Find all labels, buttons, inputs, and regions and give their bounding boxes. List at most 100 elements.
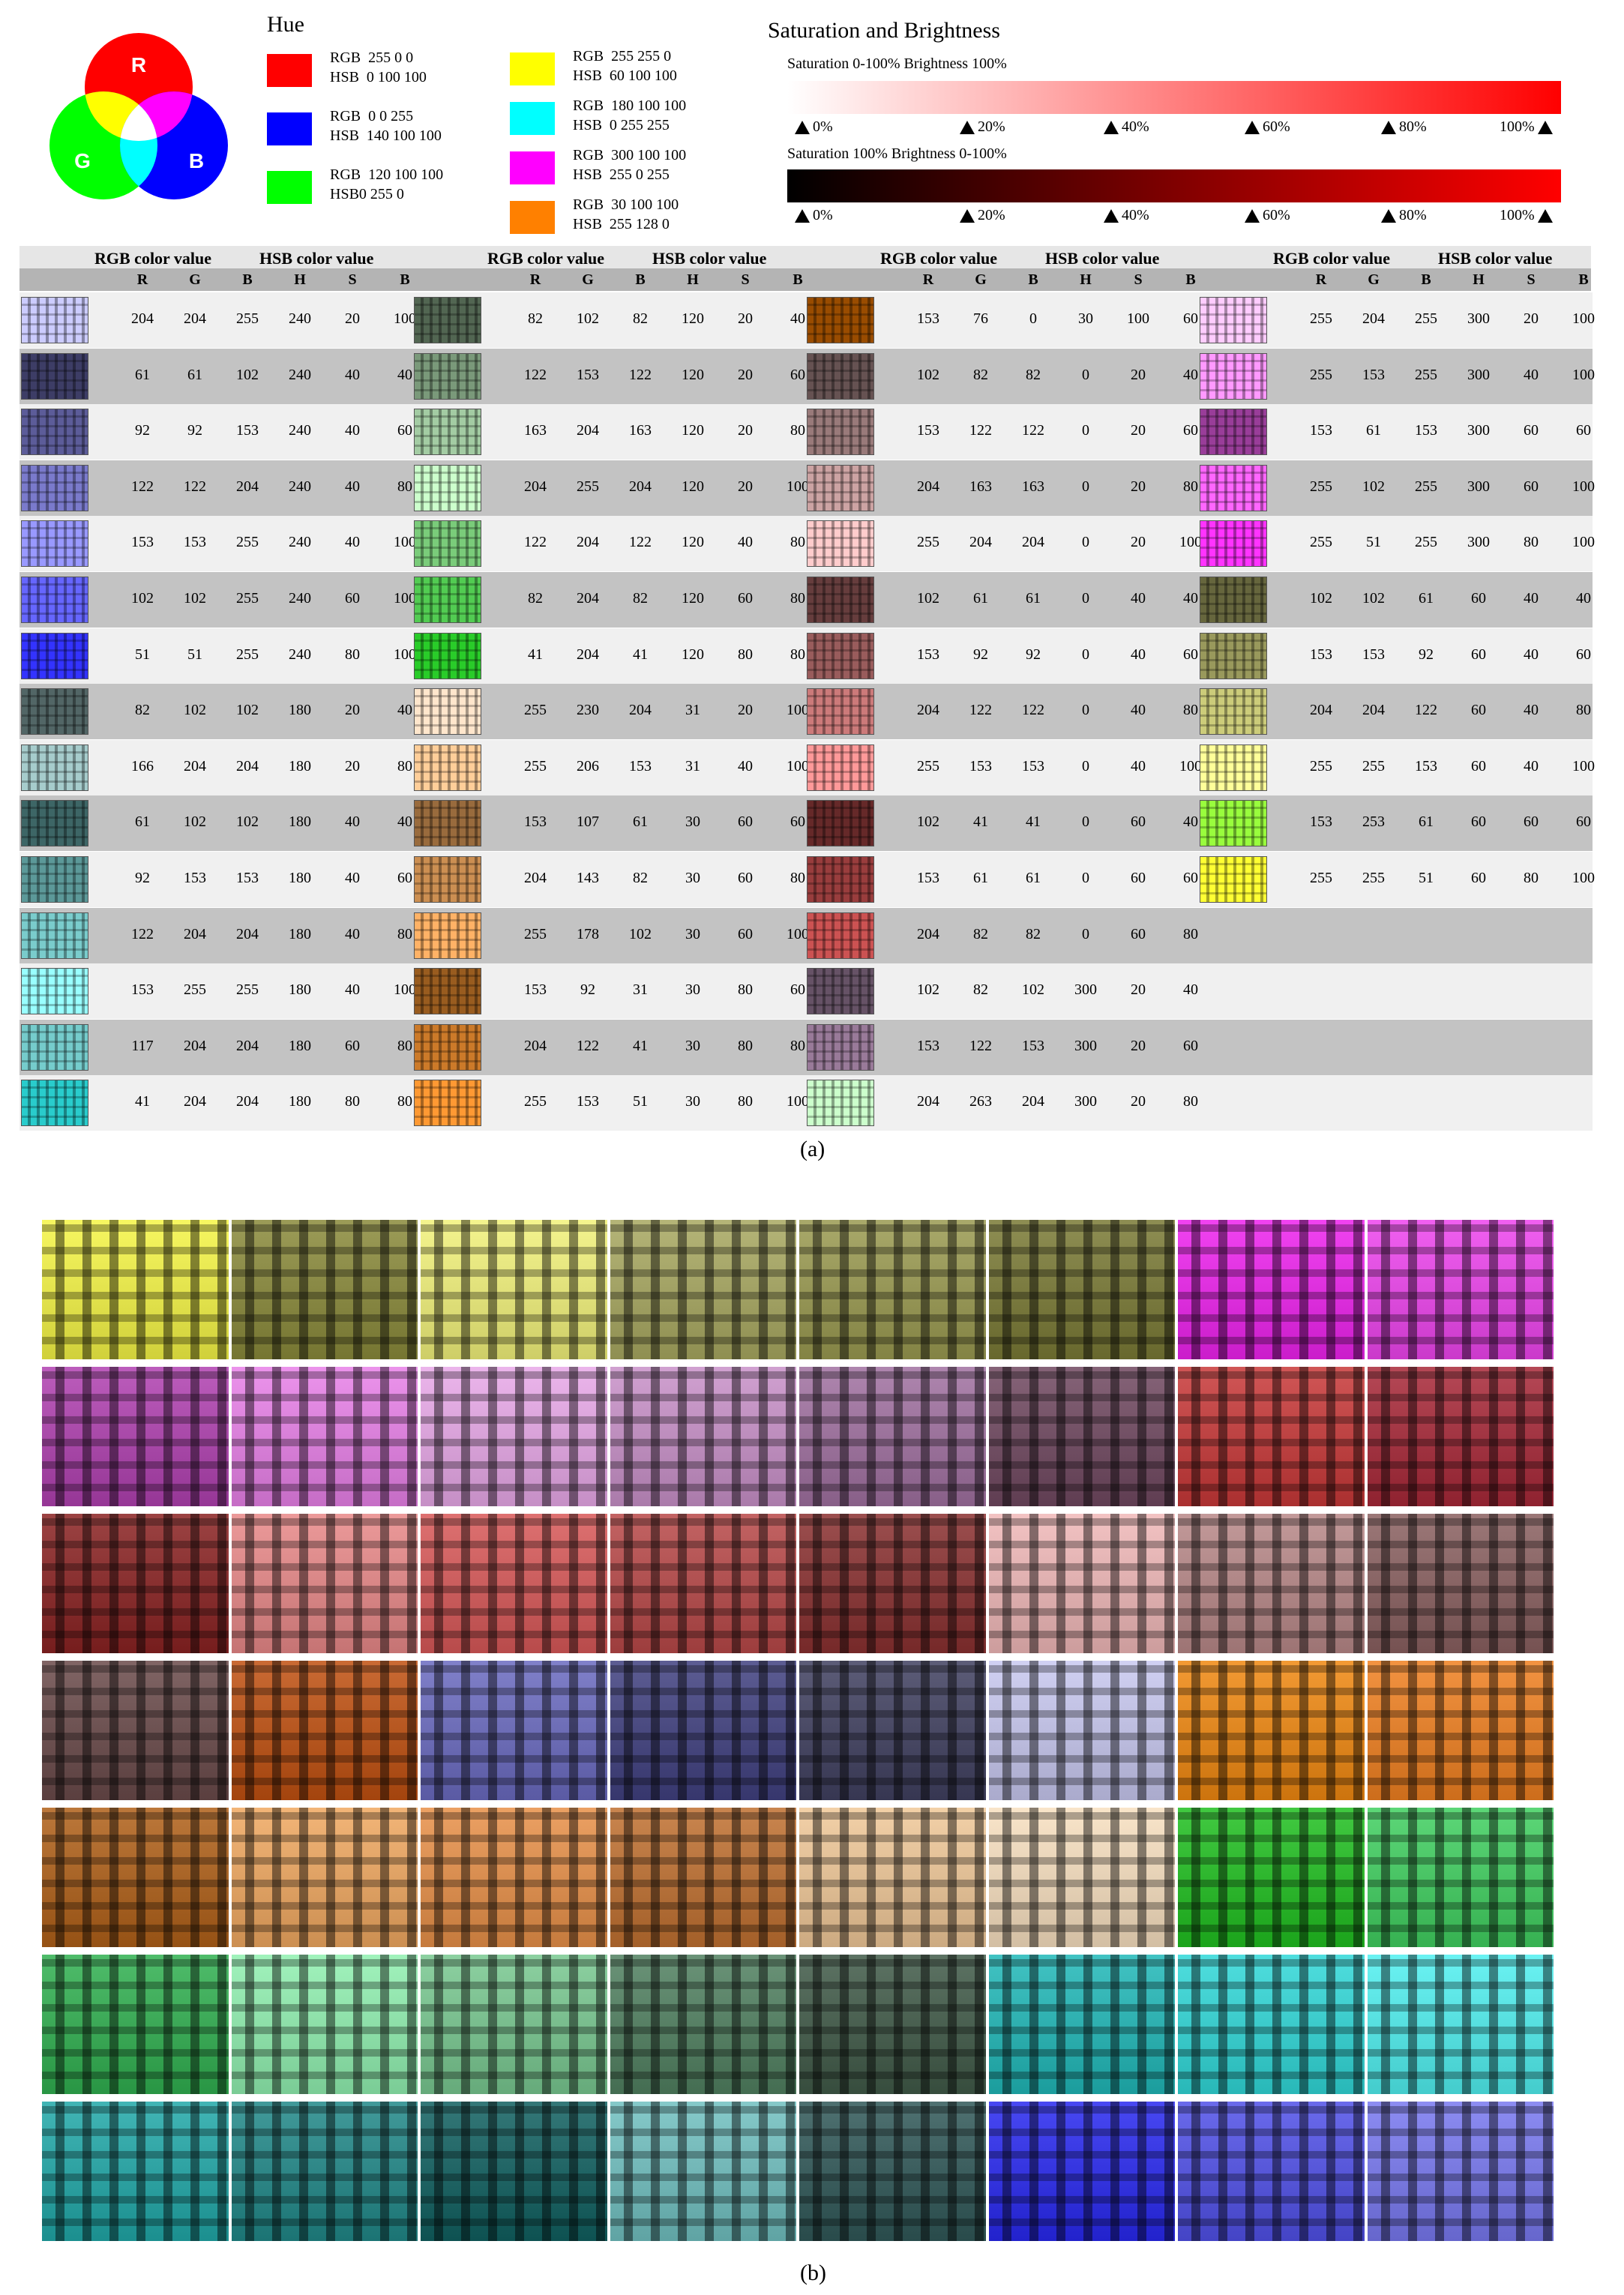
cell-value: 117 [131, 1037, 154, 1054]
cell-value: 240 [289, 478, 311, 495]
building-tile [42, 2102, 229, 2241]
cell-value: 30 [1078, 310, 1093, 327]
cell-value: 80 [1524, 534, 1539, 551]
building-tile [421, 1514, 607, 1653]
cell-value: 60 [397, 870, 412, 886]
column-label: R [529, 271, 541, 288]
building-tile [988, 1808, 1175, 1947]
column-label: B [635, 271, 646, 288]
cell-value: 20 [1524, 310, 1539, 327]
cell-value: 204 [577, 646, 599, 663]
cell-value: 51 [1366, 534, 1381, 551]
cell-value: 180 [289, 757, 311, 774]
building-tile [799, 1661, 986, 1800]
cell-value: 255 [524, 757, 547, 774]
color-sample-thumbnail [1200, 744, 1267, 791]
tick-label: 40% [1104, 118, 1149, 136]
brightness-gradient-bar [787, 169, 1561, 202]
building-tile [231, 1955, 418, 2094]
cell-value: 40 [1131, 590, 1146, 607]
tick-label: 20% [960, 118, 1005, 136]
tick-marker [795, 121, 810, 135]
cell-value: 0 [1082, 925, 1089, 942]
color-sample-thumbnail [807, 688, 874, 736]
building-tile [1367, 1220, 1554, 1359]
cell-value: 153 [969, 757, 992, 774]
building-tile [1178, 1220, 1365, 1359]
cell-value: 60 [790, 813, 805, 831]
cell-value: 80 [790, 422, 805, 439]
cell-value: 80 [397, 757, 412, 774]
cell-value: 41 [633, 1037, 648, 1054]
building-tile [421, 2102, 607, 2241]
cell-value: 102 [917, 366, 939, 383]
cell-value: 153 [236, 422, 259, 439]
building-tile [42, 1955, 229, 2094]
hue-item-label: RGB 300 100 100 HSB 255 0 255 [573, 147, 687, 183]
cell-value: 20 [738, 366, 753, 383]
cell-value: 153 [1415, 422, 1437, 439]
tick-marker [1381, 121, 1396, 135]
building-tile [610, 1661, 796, 1800]
building-tile [42, 1661, 229, 1800]
color-sample-thumbnail [21, 1023, 88, 1071]
cell-value: 41 [973, 813, 988, 831]
building-tile [610, 1220, 796, 1359]
cell-value: 51 [1419, 870, 1434, 886]
cell-value: 40 [738, 757, 753, 774]
cell-value: 60 [345, 590, 360, 607]
hue-item-label: RGB 180 100 100 HSB 0 255 255 [573, 97, 687, 133]
cell-value: 204 [236, 757, 259, 774]
cell-value: 153 [131, 981, 154, 999]
cell-value: 153 [184, 534, 206, 551]
building-tile [1367, 1955, 1554, 2094]
cell-value: 122 [131, 478, 154, 495]
color-sample-thumbnail [807, 856, 874, 903]
cell-value: 92 [187, 422, 202, 439]
color-sample-thumbnail [21, 1080, 88, 1127]
cell-value: 60 [1183, 310, 1198, 327]
cell-value: 255 [236, 534, 259, 551]
building-tile [421, 1661, 607, 1800]
cell-value: 60 [1576, 646, 1591, 663]
cell-value: 40 [1131, 702, 1146, 719]
cell-value: 255 [184, 981, 206, 999]
color-sample-thumbnail [414, 912, 481, 959]
color-sample-thumbnail [1200, 297, 1267, 343]
color-sample-thumbnail [807, 520, 874, 568]
tick-marker [1245, 209, 1260, 223]
group-header [412, 246, 805, 268]
color-sample-thumbnail [807, 352, 874, 400]
cell-value: 82 [135, 702, 150, 719]
caption-b: (b) [800, 2261, 826, 2285]
color-sample-thumbnail [21, 856, 88, 903]
cell-value: 300 [1074, 981, 1097, 999]
cell-value: 180 [289, 702, 311, 719]
cell-value: 82 [528, 310, 543, 327]
color-sample-thumbnail [21, 352, 88, 400]
building-tile [1178, 1367, 1365, 1506]
cell-value: 253 [1362, 813, 1385, 831]
color-sample-thumbnail [414, 688, 481, 736]
cell-value: 153 [577, 366, 599, 383]
cell-value: 122 [1022, 422, 1044, 439]
color-sample-thumbnail [21, 744, 88, 791]
building-tile [799, 2102, 986, 2241]
color-sample-thumbnail [414, 352, 481, 400]
cell-value: 120 [682, 478, 704, 495]
cell-value: 102 [917, 813, 939, 831]
table-row-band [19, 460, 1593, 516]
cell-value: 178 [577, 925, 599, 942]
cell-value: 153 [1310, 422, 1332, 439]
building-tile [610, 1955, 796, 2094]
figure-b: (b) [0, 1203, 1624, 2295]
color-sample-thumbnail [807, 632, 874, 679]
cell-value: 204 [236, 478, 259, 495]
tick-label: 60% [1245, 118, 1290, 136]
cell-value: 30 [685, 1037, 700, 1054]
cell-value: 61 [135, 366, 150, 383]
cell-value: 40 [738, 534, 753, 551]
cell-value: 204 [184, 757, 206, 774]
cell-value: 60 [1131, 813, 1146, 831]
column-label: S [1134, 271, 1143, 288]
